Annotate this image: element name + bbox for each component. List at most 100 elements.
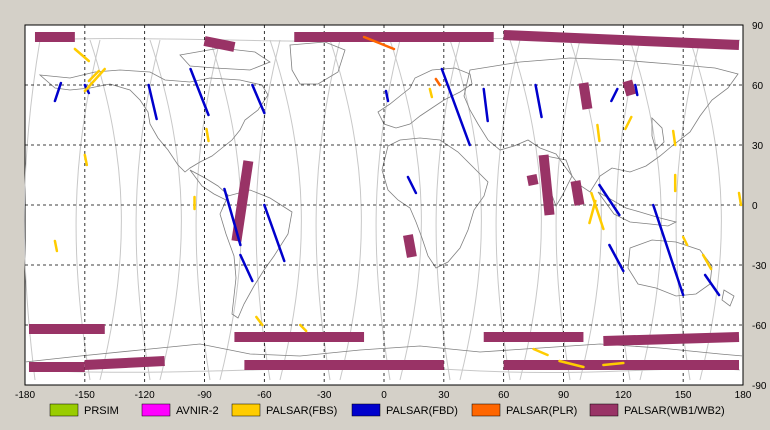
swath-fbs bbox=[73, 47, 91, 63]
swath-fbs bbox=[205, 127, 210, 143]
legend-label: PRSIM bbox=[84, 405, 119, 417]
swath-fbs bbox=[701, 253, 713, 271]
swath-fbs bbox=[83, 67, 107, 93]
y-tick-label: 0 bbox=[752, 201, 758, 212]
swath-fbd bbox=[608, 243, 625, 273]
greenland-coast bbox=[289, 41, 346, 85]
swath-fbs bbox=[255, 315, 264, 327]
swath-fbs bbox=[681, 235, 689, 247]
swath-fbs bbox=[590, 191, 605, 231]
swath-layer-fbs bbox=[53, 47, 743, 369]
swath-fbs bbox=[737, 191, 743, 207]
swath-fbs bbox=[428, 87, 434, 99]
orbit-track bbox=[375, 39, 401, 381]
swath-fbs bbox=[624, 115, 633, 131]
swath-fbs bbox=[532, 347, 549, 357]
swath-fbd bbox=[239, 253, 254, 283]
swath-fbd bbox=[610, 87, 619, 103]
swath-layer-fbd bbox=[53, 67, 721, 297]
legend-label: PALSAR(FBS) bbox=[266, 405, 337, 417]
swath-fbs bbox=[588, 199, 597, 225]
legend-label: PALSAR(WB1/WB2) bbox=[624, 405, 725, 417]
y-tick-label: -60 bbox=[752, 321, 767, 332]
swath-wb bbox=[570, 180, 585, 206]
x-tick-label: -90 bbox=[197, 390, 212, 401]
swath-wb bbox=[578, 82, 593, 110]
swath-fbs bbox=[53, 239, 59, 253]
legend-label: PALSAR(PLR) bbox=[506, 405, 577, 417]
x-tick-label: 0 bbox=[381, 390, 387, 401]
europe-coast bbox=[377, 67, 473, 129]
legend-swatch bbox=[231, 403, 261, 417]
legend-label: PALSAR(FBD) bbox=[386, 405, 458, 417]
swath-fbd bbox=[598, 183, 621, 217]
swath-fbd bbox=[634, 83, 639, 97]
y-tick-label: -90 bbox=[752, 381, 767, 392]
north-america-coast bbox=[38, 69, 269, 173]
swath-fbs bbox=[596, 123, 601, 143]
australia-coast bbox=[627, 239, 713, 297]
swath-fbs bbox=[602, 361, 625, 367]
swath-layer-wb bbox=[28, 30, 740, 372]
swath-fbd bbox=[223, 187, 242, 247]
swath-fbd bbox=[251, 83, 266, 115]
swath-wb bbox=[203, 36, 236, 52]
y-tick-label: -30 bbox=[752, 261, 767, 272]
x-tick-label: 150 bbox=[675, 390, 692, 401]
swath-wb bbox=[403, 234, 417, 258]
orbit-track bbox=[389, 39, 422, 381]
x-tick-label: -30 bbox=[317, 390, 332, 401]
orbit-track bbox=[629, 39, 662, 381]
swath-fbd bbox=[440, 67, 472, 147]
swath-fbd bbox=[189, 67, 210, 117]
swath-plr bbox=[434, 77, 442, 87]
swath-wb bbox=[603, 332, 740, 346]
orbit-track bbox=[449, 39, 482, 381]
japan-coast bbox=[651, 117, 665, 151]
swath-wb bbox=[503, 30, 740, 50]
swath-wb bbox=[231, 160, 254, 242]
swath-fbd bbox=[482, 87, 489, 123]
x-tick-label: 90 bbox=[558, 390, 570, 401]
legend-swatch bbox=[49, 403, 79, 417]
legend: PRSIM AVNIR-2 PALSAR(FBS) PALSAR(FBD) PALSAR… bbox=[49, 403, 725, 417]
orbit-track bbox=[435, 39, 461, 381]
swath-wb bbox=[84, 356, 165, 370]
y-axis-labels: 90 60 30 0 -30 -60 -90 bbox=[752, 21, 767, 392]
x-tick-label: -60 bbox=[257, 390, 272, 401]
swath-fbs bbox=[558, 359, 585, 369]
legend-swatch bbox=[589, 403, 619, 417]
swath-fbd bbox=[384, 89, 390, 103]
legend-swatch bbox=[351, 403, 381, 417]
swath-fbd bbox=[147, 83, 158, 121]
africa-coast bbox=[381, 137, 489, 269]
swath-layer-plr bbox=[362, 35, 442, 87]
swath-plr bbox=[362, 35, 396, 51]
x-tick-label: 30 bbox=[438, 390, 450, 401]
legend-swatch bbox=[141, 403, 171, 417]
swath-wb bbox=[622, 79, 637, 97]
x-tick-label: 120 bbox=[615, 390, 632, 401]
swath-fbd bbox=[534, 83, 543, 119]
swath-fbd bbox=[406, 175, 418, 195]
swath-fbs bbox=[87, 69, 101, 83]
orbit-track bbox=[195, 39, 221, 381]
legend-swatch bbox=[471, 403, 501, 417]
swath-fbd bbox=[53, 81, 63, 103]
swath-fbs bbox=[83, 153, 89, 167]
legend-label: AVNIR-2 bbox=[176, 405, 219, 417]
y-tick-label: 30 bbox=[752, 141, 764, 152]
swath-fbs bbox=[671, 129, 677, 147]
swath-wb bbox=[526, 174, 539, 186]
swath-wb bbox=[538, 154, 555, 216]
x-tick-label: -150 bbox=[75, 390, 95, 401]
swath-fbd bbox=[263, 203, 286, 263]
x-tick-label: 60 bbox=[498, 390, 510, 401]
swath-fbd bbox=[703, 273, 721, 297]
y-tick-label: 60 bbox=[752, 81, 764, 92]
south-america-coast bbox=[219, 189, 293, 319]
swath-fbs bbox=[298, 323, 308, 333]
orbit-track bbox=[149, 39, 182, 381]
y-tick-label: 90 bbox=[752, 21, 764, 32]
